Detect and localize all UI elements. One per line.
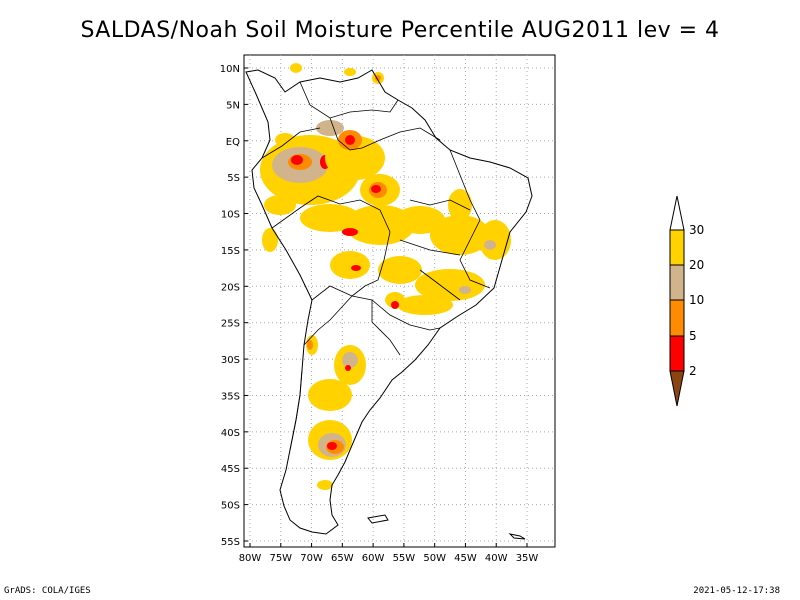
shade-area [275, 133, 295, 147]
colorbar-tick-label: 5 [689, 329, 697, 343]
shade-area [317, 480, 333, 490]
lat-tick-label: 55S [221, 537, 240, 548]
shade-area [327, 442, 337, 450]
colorbar-labels: 30 20 10 5 2 [689, 223, 704, 378]
lon-tick-label: 40W [485, 553, 508, 564]
shade-area [345, 135, 355, 145]
colorbar-band-2-5 [669, 335, 685, 372]
shade-area [325, 136, 385, 180]
shade-area [391, 301, 399, 309]
footer-left: GrADS: COLA/IGES [4, 586, 91, 596]
shade-area [459, 286, 471, 294]
shade-area [291, 155, 303, 165]
latitude-labels: 10N 5N EQ 5S 10S 15S 20S 25S 30S 35S 40S 45S 50S 55S [220, 64, 248, 548]
lon-tick-label: 60W [362, 553, 385, 564]
lat-tick-label: 10N [220, 64, 240, 75]
lat-tick-label: 35S [221, 391, 240, 402]
shade-area [308, 379, 352, 411]
lon-tick-label: 35W [516, 553, 539, 564]
lon-tick-label: 70W [300, 553, 323, 564]
shade-area [342, 228, 358, 236]
colorbar-top-triangle [669, 195, 685, 231]
border [351, 231, 391, 297]
island [508, 533, 526, 540]
shade-area [395, 206, 445, 234]
border [271, 195, 391, 233]
colorbar-tick-label: 20 [689, 258, 704, 272]
shade-area [264, 195, 296, 215]
lon-tick-label: 75W [269, 553, 292, 564]
shade-area [307, 340, 313, 350]
shade-area [397, 295, 453, 315]
colorbar-tick-label: 2 [689, 364, 697, 378]
shade-area [351, 265, 361, 271]
shade-area [316, 120, 344, 136]
border [399, 239, 461, 256]
shade-area [345, 365, 351, 371]
shade-area [290, 63, 302, 73]
lon-tick-label: 45W [454, 553, 477, 564]
border [311, 285, 441, 331]
south-america-coast [245, 69, 533, 535]
lat-tick-label: 40S [221, 428, 240, 439]
lon-tick-label: 50W [423, 553, 446, 564]
border [419, 269, 461, 301]
border [299, 81, 399, 119]
colorbar-tick-label: 10 [689, 293, 704, 307]
longitude-labels: 80W 75W 70W 65W 60W 55W 50W 45W 40W 35W [239, 543, 539, 564]
shade-area [385, 292, 405, 308]
shade-area [262, 228, 278, 252]
border [449, 149, 491, 289]
shade-area [430, 215, 490, 255]
lat-tick-label: 50S [221, 501, 240, 512]
lat-tick-label: 45S [221, 464, 240, 475]
colorbar-band-5-10 [669, 299, 685, 337]
colorbar-bottom-triangle [669, 370, 685, 407]
lon-tick-label: 55W [393, 553, 416, 564]
colorbar: 30 20 10 5 2 [669, 195, 704, 407]
lat-tick-label: 15S [221, 246, 240, 257]
shade-area [479, 220, 511, 260]
colorbar-band-10-20 [669, 264, 685, 301]
border [329, 117, 441, 151]
country-borders [261, 81, 491, 451]
shade-area [342, 352, 358, 368]
border [303, 295, 353, 346]
lat-tick-label: 5S [227, 173, 240, 184]
shade-area [344, 68, 356, 76]
shade-area [378, 256, 422, 284]
lat-tick-label: 30S [221, 355, 240, 366]
coastlines [245, 69, 533, 540]
lon-tick-label: 80W [239, 553, 262, 564]
shade-area [375, 75, 381, 81]
colorbar-band-20-30 [669, 229, 685, 266]
lat-tick-label: 20S [221, 282, 240, 293]
lon-tick-label: 65W [331, 553, 354, 564]
border [261, 127, 321, 159]
colorbar-tick-label: 30 [689, 223, 704, 237]
shade-area [330, 251, 370, 279]
lat-tick-label: 5N [226, 100, 240, 111]
lat-tick-label: 25S [221, 319, 240, 330]
shade-area [484, 240, 496, 250]
map-title: SALDAS/Noah Soil Moisture Percentile AUG… [80, 18, 720, 43]
moisture-shading [260, 63, 511, 490]
border [409, 199, 471, 211]
border [371, 300, 401, 356]
lat-tick-label: 10S [221, 210, 240, 221]
shade-area [371, 185, 381, 193]
island [367, 514, 389, 524]
lat-tick-label: EQ [226, 137, 240, 148]
footer-right: 2021-05-12-17:38 [693, 586, 780, 596]
border [289, 369, 303, 451]
